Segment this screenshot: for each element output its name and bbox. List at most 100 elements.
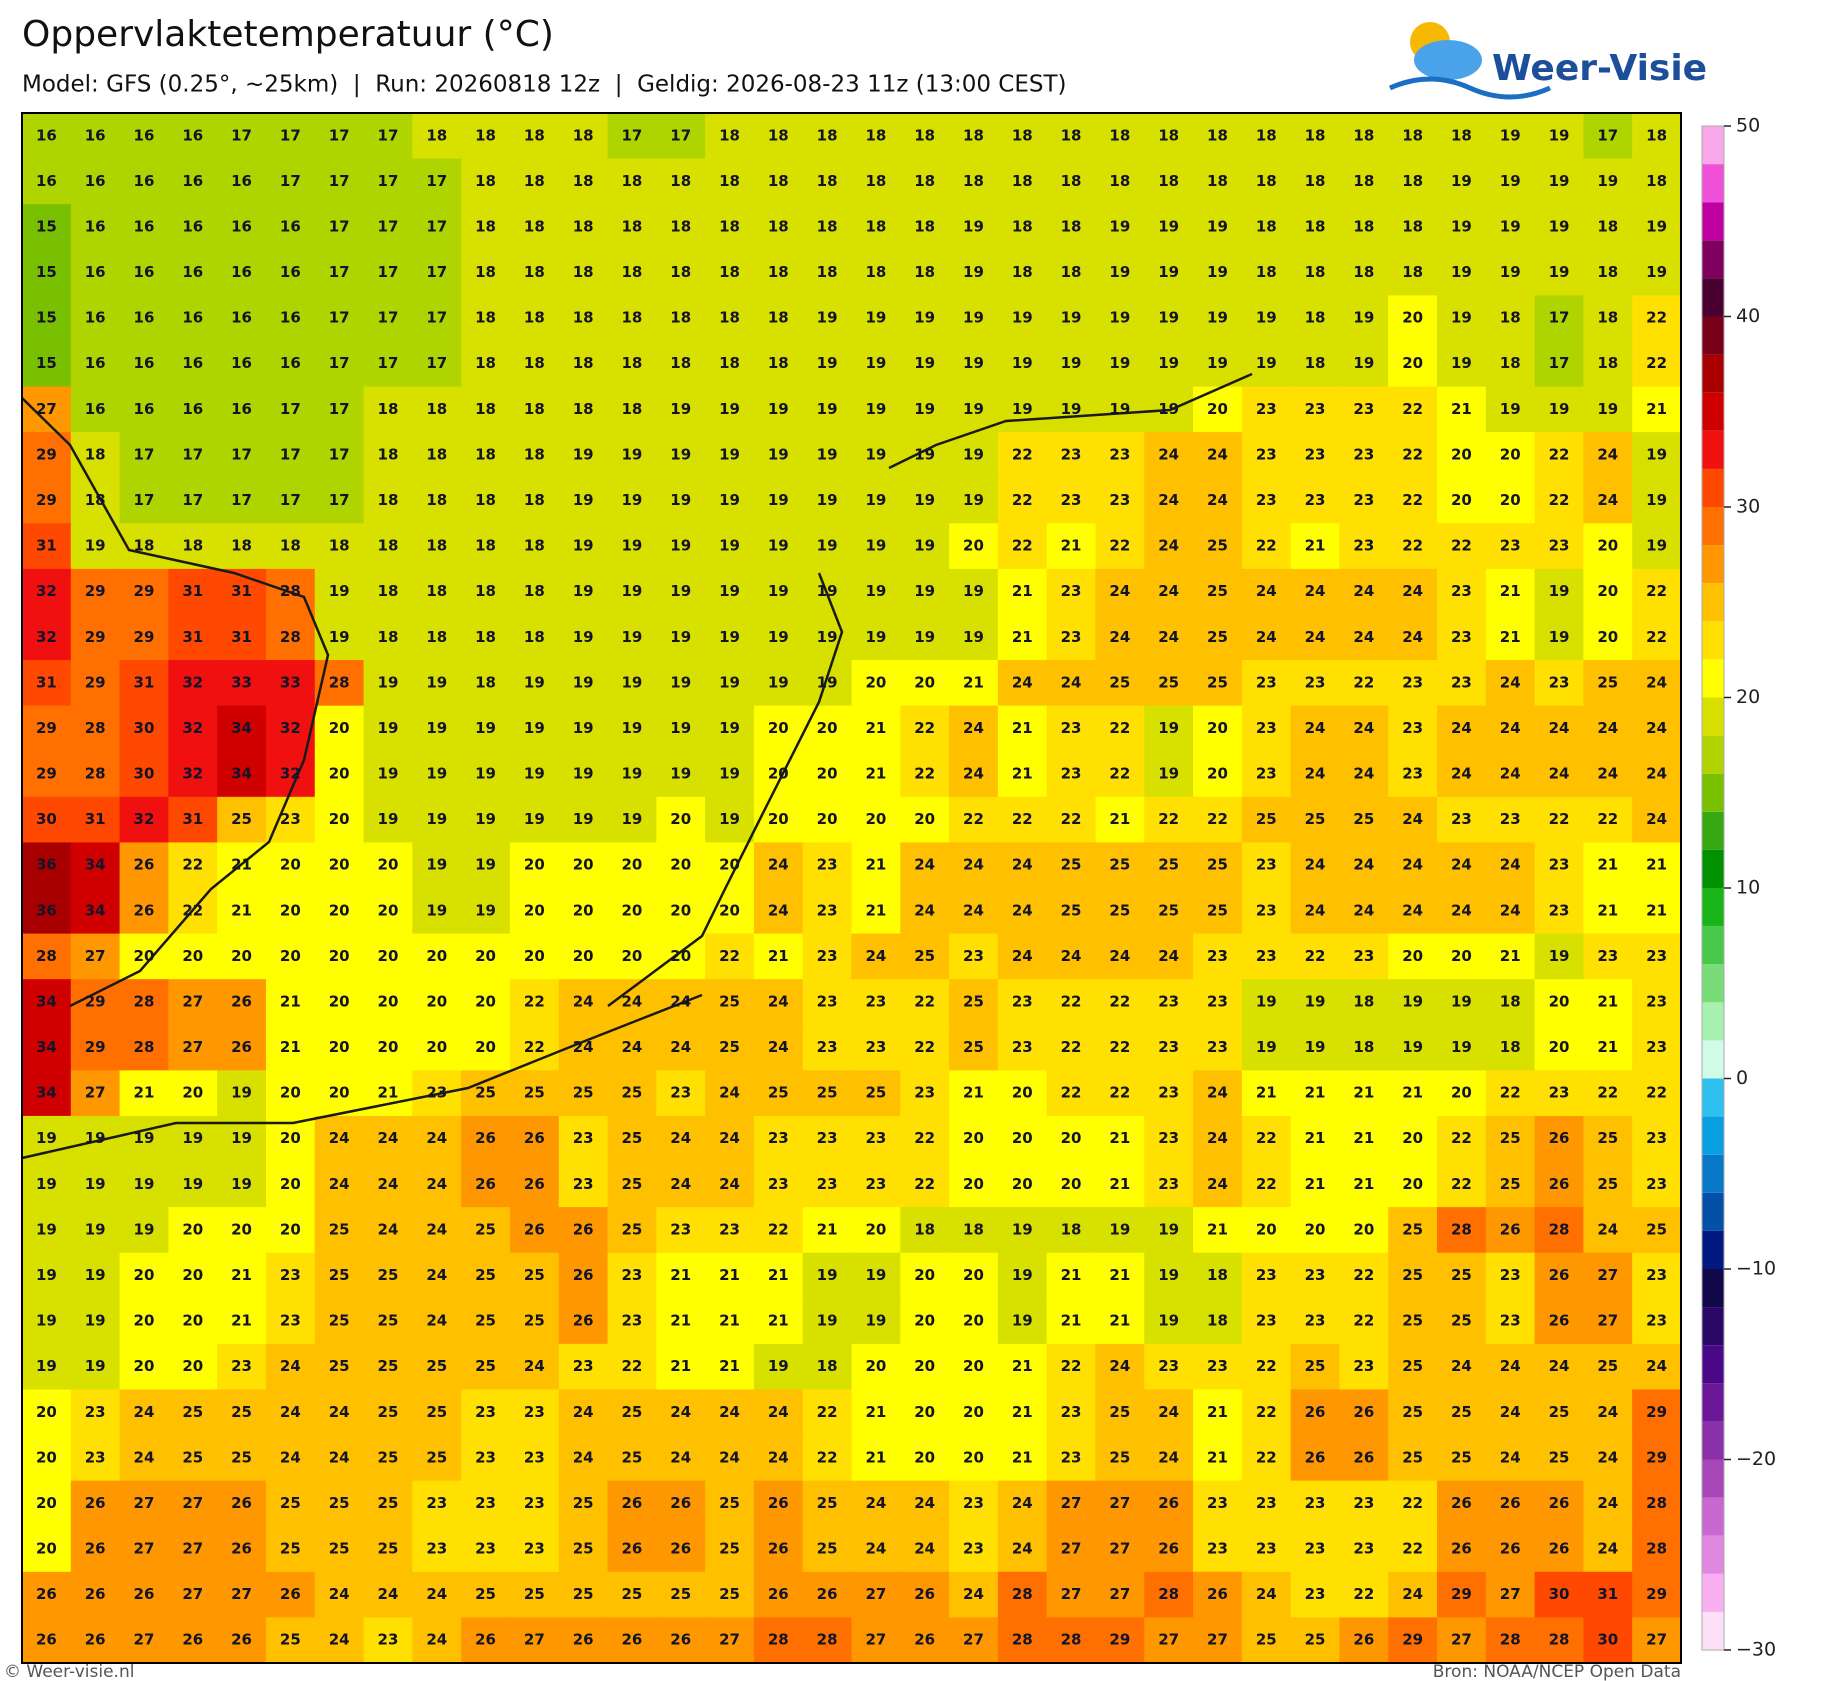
temperature-label: 23 <box>1305 1540 1326 1558</box>
temperature-label: 25 <box>1597 1357 1618 1375</box>
temperature-cell <box>1485 888 1536 935</box>
temperature-cell <box>1388 1024 1438 1071</box>
temperature-label: 23 <box>1549 1084 1570 1102</box>
temperature-cell <box>705 1024 755 1071</box>
colorbar-segment <box>1702 1269 1724 1308</box>
temperature-label: 21 <box>1451 400 1472 418</box>
temperature-cell <box>168 432 218 479</box>
temperature-cell <box>168 523 218 570</box>
temperature-label: 18 <box>1500 1038 1521 1056</box>
temperature-label: 18 <box>475 126 496 144</box>
temperature-label: 21 <box>231 901 252 919</box>
temperature-label: 19 <box>914 445 935 463</box>
temperature-label: 18 <box>1109 172 1130 190</box>
temperature-label: 23 <box>1061 765 1082 783</box>
temperature-label: 20 <box>280 1129 301 1147</box>
temperature-label: 21 <box>1109 1266 1130 1284</box>
temperature-label: 20 <box>426 992 447 1010</box>
temperature-cell <box>314 113 365 160</box>
temperature-label: 26 <box>182 1631 203 1649</box>
temperature-label: 19 <box>1109 263 1130 281</box>
temperature-cell <box>558 979 609 1026</box>
temperature-label: 18 <box>1207 172 1228 190</box>
temperature-label: 26 <box>231 1038 252 1056</box>
temperature-label: 20 <box>621 947 642 965</box>
temperature-label: 20 <box>378 856 399 874</box>
temperature-label: 19 <box>865 537 886 555</box>
temperature-label: 18 <box>475 354 496 372</box>
temperature-label: 16 <box>182 309 203 327</box>
colorbar-segment <box>1702 1307 1724 1346</box>
temperature-label: 19 <box>231 1084 252 1102</box>
temperature-label: 27 <box>1646 1631 1667 1649</box>
temperature-label: 18 <box>475 217 496 235</box>
temperature-cell <box>1241 204 1292 251</box>
temperature-label: 25 <box>719 1494 740 1512</box>
temperature-label: 23 <box>1353 537 1374 555</box>
temperature-cell <box>1095 158 1145 205</box>
temperature-cell <box>1388 432 1438 479</box>
temperature-cell <box>363 933 413 980</box>
temperature-label: 16 <box>182 126 203 144</box>
temperature-cell <box>949 1207 999 1254</box>
temperature-label: 19 <box>1158 765 1179 783</box>
temperature-cell <box>265 340 316 388</box>
temperature-cell <box>900 568 950 616</box>
temperature-label: 16 <box>85 172 106 190</box>
temperature-label: 19 <box>1451 263 1472 281</box>
colorbar-segment <box>1702 1383 1724 1422</box>
temperature-cell <box>314 386 365 433</box>
temperature-cell <box>1193 660 1243 707</box>
temperature-label: 24 <box>1109 947 1130 965</box>
colorbar-segment <box>1702 507 1724 546</box>
temperature-label: 18 <box>85 491 106 509</box>
temperature-cell <box>1144 113 1194 160</box>
temperature-label: 22 <box>1061 1084 1082 1102</box>
temperature-cell <box>461 979 511 1026</box>
temperature-label: 25 <box>719 1585 740 1603</box>
temperature-label: 27 <box>182 1038 203 1056</box>
temperature-label: 17 <box>329 400 350 418</box>
temperature-cell <box>22 477 72 524</box>
temperature-cell <box>412 295 462 342</box>
temperature-cell <box>1241 1115 1292 1163</box>
temperature-label: 29 <box>36 491 57 509</box>
temperature-cell <box>705 386 755 433</box>
temperature-label: 29 <box>85 628 106 646</box>
temperature-label: 25 <box>719 992 740 1010</box>
temperature-cell <box>997 1207 1048 1254</box>
temperature-label: 25 <box>1207 537 1228 555</box>
temperature-label: 23 <box>426 1084 447 1102</box>
temperature-cell <box>1339 249 1389 296</box>
temperature-label: 19 <box>817 582 838 600</box>
temperature-label: 22 <box>1549 491 1570 509</box>
temperature-label: 19 <box>1256 309 1277 327</box>
temperature-cell <box>949 523 999 570</box>
temperature-label: 16 <box>134 354 155 372</box>
temperature-cell <box>900 432 950 479</box>
temperature-cell <box>1437 979 1487 1026</box>
temperature-label: 26 <box>817 1585 838 1603</box>
temperature-label: 18 <box>621 309 642 327</box>
temperature-label: 25 <box>1500 1175 1521 1193</box>
temperature-label: 17 <box>134 445 155 463</box>
temperature-label: 20 <box>865 1220 886 1238</box>
temperature-label: 19 <box>475 719 496 737</box>
temperature-cell <box>558 660 609 707</box>
temperature-label: 18 <box>621 172 642 190</box>
temperature-cell <box>802 386 853 433</box>
temperature-label: 24 <box>329 1585 350 1603</box>
temperature-label: 29 <box>85 673 106 691</box>
temperature-label: 27 <box>85 1084 106 1102</box>
temperature-label: 19 <box>719 628 740 646</box>
temperature-label: 23 <box>914 1084 935 1102</box>
temperature-label: 25 <box>1402 1448 1423 1466</box>
temperature-cell <box>509 113 560 160</box>
temperature-label: 26 <box>134 856 155 874</box>
temperature-label: 23 <box>1353 1494 1374 1512</box>
temperature-label: 18 <box>670 172 691 190</box>
temperature-label: 23 <box>1207 947 1228 965</box>
temperature-cell <box>656 614 706 661</box>
temperature-label: 17 <box>1549 354 1570 372</box>
temperature-label: 18 <box>524 400 545 418</box>
